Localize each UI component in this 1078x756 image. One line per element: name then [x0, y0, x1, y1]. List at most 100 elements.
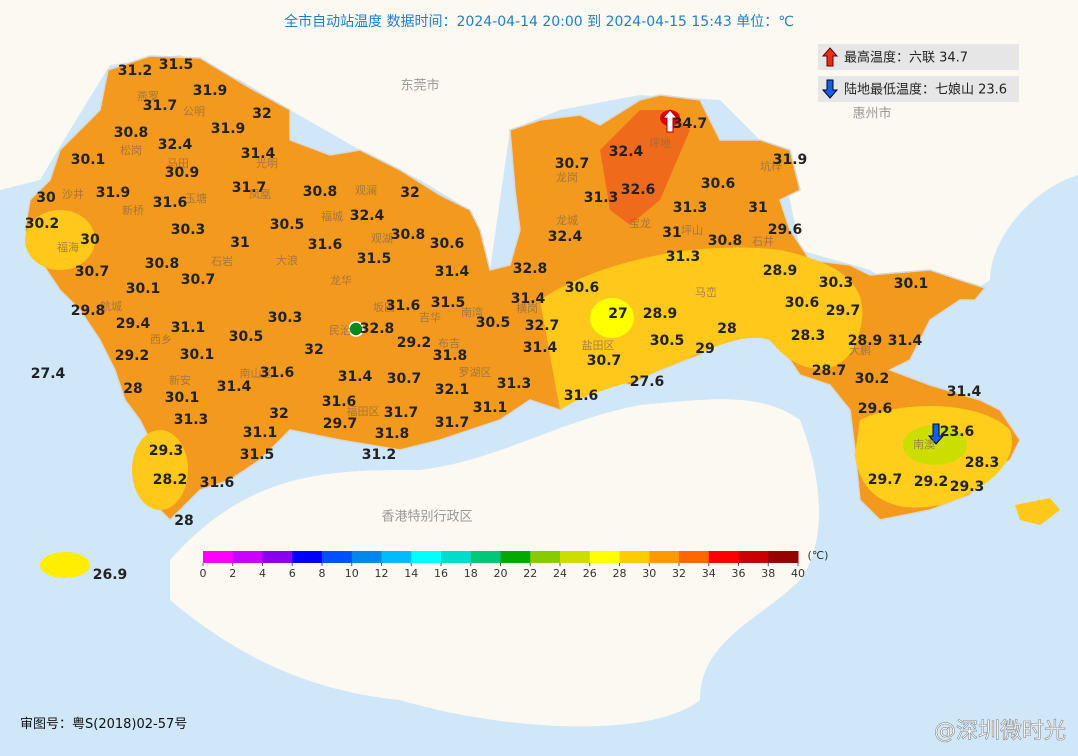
- approval: 审图号：粤S(2018)02-57号: [20, 716, 187, 732]
- station-value: 30.7: [387, 371, 422, 387]
- colorbar-swatch: [500, 551, 531, 563]
- colorbar-tick-label: 4: [259, 567, 266, 580]
- district-label: 石岩: [211, 254, 233, 268]
- colorbar-tick-label: 24: [553, 567, 567, 580]
- station-value: 29.8: [71, 303, 106, 319]
- station-value: 30.7: [75, 264, 110, 280]
- station-value: 30.9: [165, 165, 200, 181]
- colorbar-swatch: [708, 551, 739, 563]
- station-value: 31.7: [143, 98, 178, 114]
- island: [1015, 498, 1060, 525]
- station-value: 31.8: [375, 426, 410, 442]
- station-value: 32: [400, 185, 419, 201]
- station-value: 28: [174, 513, 193, 529]
- station-value: 28: [717, 321, 736, 337]
- station-value: 30.5: [476, 315, 511, 331]
- district-label: 石井: [752, 234, 774, 248]
- district-label: 布吉: [438, 337, 460, 350]
- station-value: 31.7: [384, 405, 419, 421]
- station-value: 30.6: [565, 280, 600, 296]
- colorbar-tick-label: 40: [791, 567, 805, 580]
- station-value: 32.4: [158, 137, 193, 153]
- station-value: 31.6: [260, 365, 295, 381]
- station-value: 28.7: [812, 363, 847, 379]
- min-label: 陆地最低温度：七娘山 23.6: [844, 82, 1007, 98]
- colorbar-swatch: [262, 551, 293, 563]
- station-value: 30.2: [855, 371, 890, 387]
- station-value: 31.4: [435, 264, 470, 280]
- colorbar-tick-label: 18: [464, 567, 478, 580]
- station-value: 31.8: [433, 348, 468, 364]
- station-value: 30.7: [181, 272, 216, 288]
- station-value: 31.9: [193, 83, 228, 99]
- station-value: 27.6: [630, 374, 665, 390]
- station-value: 30: [80, 232, 100, 248]
- colorbar-swatch: [619, 551, 650, 563]
- colorbar-tick-label: 34: [702, 567, 716, 580]
- district-label: 民治: [329, 323, 351, 337]
- colorbar-tick-label: 32: [672, 567, 686, 580]
- station-value: 30.7: [587, 353, 622, 369]
- watermark: @深圳微时光: [934, 719, 1066, 744]
- station-value: 29.6: [768, 222, 803, 238]
- station-value: 31.5: [159, 57, 194, 73]
- warm-zone-west: [25, 210, 95, 270]
- district-label: 航城: [100, 299, 122, 313]
- station-value: 31.4: [947, 384, 982, 400]
- station-value: 31.7: [232, 180, 267, 196]
- station-value: 28.9: [763, 263, 798, 279]
- max-label: 最高温度：六联 34.7: [844, 50, 968, 66]
- district-label: 坪山: [681, 224, 703, 237]
- district-label: 马田: [167, 157, 189, 170]
- max-arrow: [821, 47, 839, 67]
- station-value: 32: [304, 342, 323, 358]
- district-label: 罗湖区: [459, 366, 492, 379]
- station-value: 31.3: [497, 376, 532, 392]
- station-value: 31.2: [118, 63, 153, 79]
- colorbar-swatch: [292, 551, 323, 563]
- station-value: 31: [230, 235, 249, 251]
- colorbar-swatch: [589, 551, 620, 563]
- station-value: 29.7: [826, 303, 861, 319]
- district-label: 大浪: [276, 253, 298, 267]
- max-marker: [661, 109, 679, 133]
- station-value: 31.4: [523, 340, 558, 356]
- colorbar-unit: (℃): [808, 549, 829, 562]
- colorbar-tick-label: 20: [494, 567, 508, 580]
- station-value: 29.7: [323, 416, 358, 432]
- station-value: 30.1: [71, 152, 106, 168]
- colorbar-tick-label: 14: [404, 567, 418, 580]
- district-label: 横岗: [516, 301, 538, 315]
- station-value: 29.4: [116, 316, 151, 332]
- station-value: 28.9: [848, 333, 883, 349]
- colorbar-tick-label: 6: [289, 567, 296, 580]
- hot-zone: [600, 110, 690, 225]
- station-value: 27.4: [31, 366, 66, 382]
- station-value: 31.9: [211, 121, 246, 137]
- district-label: 福海: [57, 240, 79, 254]
- colorbar-swatch: [381, 551, 412, 563]
- station-value: 30.1: [165, 390, 200, 406]
- station-value: 31.2: [362, 447, 397, 463]
- district-label: 沙井: [62, 187, 84, 201]
- district-label: 龙岗: [556, 171, 578, 184]
- district-label: 福城: [321, 209, 343, 223]
- station-value: 31.5: [431, 295, 466, 311]
- station-value: 30.3: [819, 275, 854, 291]
- district-label: 松岗: [120, 143, 142, 157]
- colorbar-tick-label: 16: [434, 567, 448, 580]
- station-value: 32.4: [350, 208, 385, 224]
- district-label: 龙华: [330, 273, 352, 287]
- station-value: 31.3: [174, 412, 209, 428]
- city-marker: [348, 321, 364, 337]
- station-value: 32.4: [609, 144, 644, 160]
- district-label: 宝龙: [629, 216, 651, 230]
- station-value: 30.6: [785, 295, 820, 311]
- cool-patch: [590, 298, 634, 338]
- cool-zone: [903, 425, 967, 465]
- station-value: 30.2: [25, 216, 60, 232]
- district-label: 龙城: [556, 214, 578, 227]
